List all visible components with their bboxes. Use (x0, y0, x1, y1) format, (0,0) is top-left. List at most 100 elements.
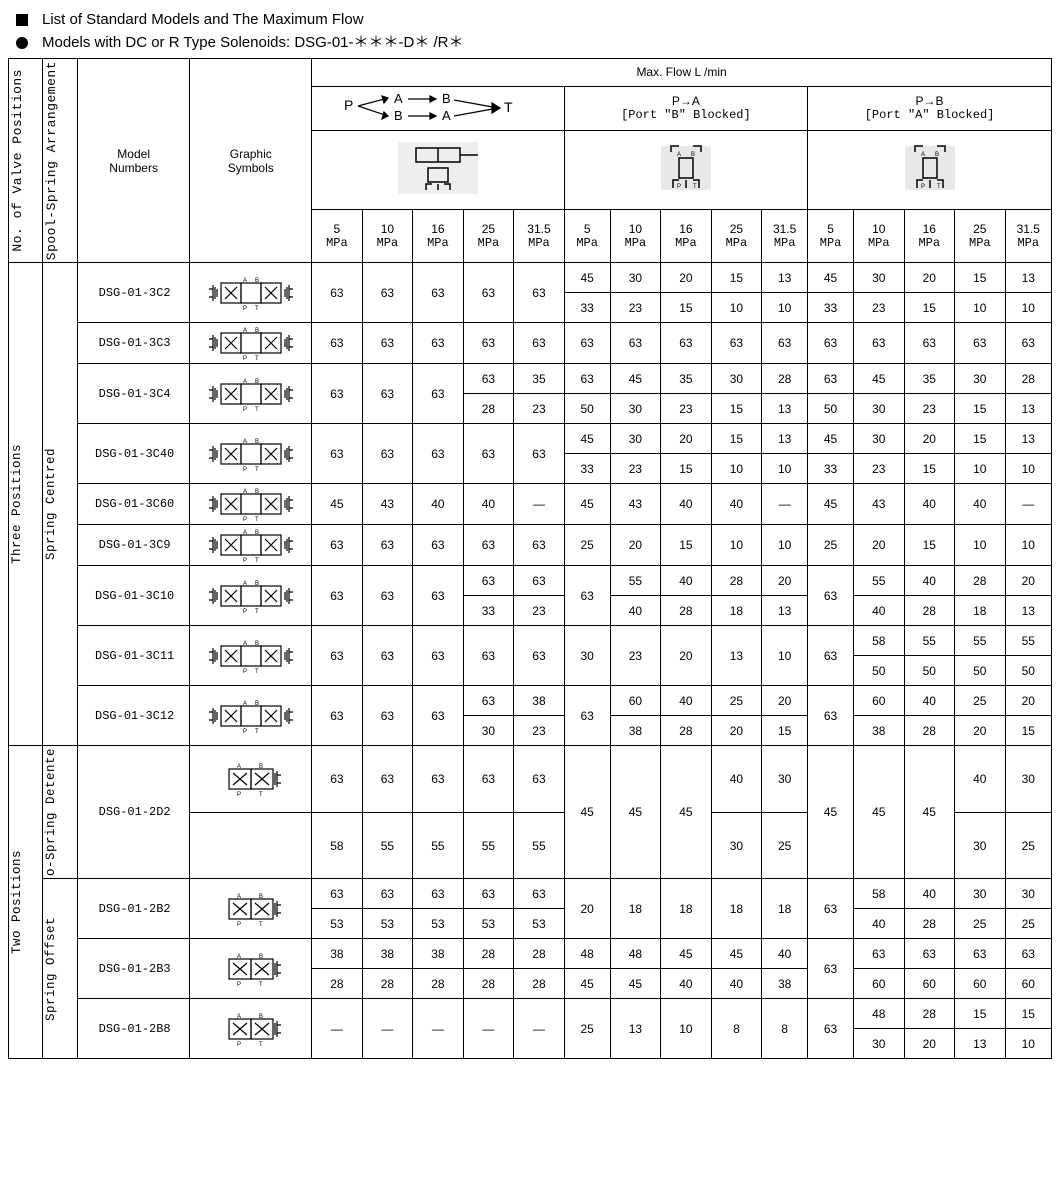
data-cell: 23 (514, 394, 565, 424)
data-cell: 63 (514, 879, 565, 909)
svg-text:T: T (693, 184, 697, 190)
data-cell: 63 (808, 999, 854, 1059)
data-cell: 38 (762, 969, 808, 999)
flow-table: No. of Valve Positions Spool-Spring Arra… (8, 58, 1052, 1059)
data-cell: 20 (564, 879, 610, 939)
svg-text:A: A (243, 530, 247, 536)
data-cell: 45 (854, 746, 905, 879)
data-cell: — (413, 999, 464, 1059)
data-cell: 28 (904, 909, 955, 939)
data-cell: 45 (564, 424, 610, 454)
data-cell: 25 (955, 686, 1006, 716)
data-cell: 63 (362, 746, 413, 813)
model-number: DSG-01-3C60 (77, 484, 190, 525)
data-cell: 63 (312, 525, 363, 566)
data-cell: 63 (413, 525, 464, 566)
hdr-press: 5MPa (808, 209, 854, 262)
data-cell: 13 (762, 263, 808, 293)
data-cell: 28 (661, 596, 712, 626)
data-cell: 63 (661, 323, 712, 364)
data-cell: 28 (463, 939, 514, 969)
data-cell: 23 (854, 293, 905, 323)
data-cell: 48 (854, 999, 905, 1029)
data-cell: 43 (362, 484, 413, 525)
data-cell: 18 (610, 879, 661, 939)
data-cell: 10 (955, 454, 1006, 484)
svg-text:P: P (677, 184, 681, 190)
data-cell: 45 (564, 484, 610, 525)
data-cell: 40 (711, 484, 762, 525)
data-cell: 63 (413, 746, 464, 813)
data-cell: 35 (904, 364, 955, 394)
svg-text:T: T (255, 558, 259, 563)
data-cell: 13 (1005, 394, 1051, 424)
data-cell: 30 (463, 716, 514, 746)
svg-text:A: A (243, 581, 247, 587)
title-l1: List of Standard Models and The Maximum … (16, 11, 1052, 28)
data-cell: 55 (904, 626, 955, 656)
data-cell: 40 (904, 484, 955, 525)
data-cell: 50 (955, 656, 1006, 686)
svg-text:P: P (237, 982, 241, 987)
graphic-symbol: A B P T (190, 525, 312, 566)
title-l2-text: Models with DC or R Type Solenoids: DSG-… (42, 34, 464, 51)
data-cell: 10 (762, 525, 808, 566)
data-cell: 38 (413, 939, 464, 969)
svg-text:T: T (255, 407, 259, 412)
data-cell: 63 (463, 746, 514, 813)
data-cell: 45 (904, 746, 955, 879)
data-cell: 63 (312, 626, 363, 686)
data-cell: 63 (463, 626, 514, 686)
table-row: DSG-01-2B8 AB PT —————251310886348281515 (9, 999, 1052, 1029)
data-cell: 23 (610, 293, 661, 323)
data-cell: 50 (854, 656, 905, 686)
data-cell: 20 (711, 716, 762, 746)
data-cell: 25 (1005, 812, 1051, 879)
data-cell: 60 (854, 686, 905, 716)
data-cell: 13 (1005, 596, 1051, 626)
data-cell: 15 (711, 263, 762, 293)
data-cell: 45 (610, 364, 661, 394)
svg-text:B: B (255, 379, 259, 385)
data-cell: 18 (711, 879, 762, 939)
data-cell: 10 (762, 626, 808, 686)
data-cell: 28 (711, 566, 762, 596)
data-cell: 63 (808, 879, 854, 939)
data-cell: 23 (514, 596, 565, 626)
svg-text:T: T (255, 306, 259, 311)
data-cell: 18 (955, 596, 1006, 626)
hdr-press: 10MPa (362, 209, 413, 262)
data-cell: 63 (362, 879, 413, 909)
data-cell: 60 (854, 969, 905, 999)
data-cell: 60 (904, 969, 955, 999)
data-cell: 55 (463, 812, 514, 879)
data-cell: 30 (711, 812, 762, 879)
data-cell: 15 (661, 293, 712, 323)
data-cell: 20 (762, 566, 808, 596)
data-cell: 15 (904, 454, 955, 484)
hdr-sym2: AB PT (564, 130, 807, 209)
svg-text:P: P (243, 609, 247, 614)
data-cell: 63 (362, 566, 413, 626)
data-cell: 63 (413, 686, 464, 746)
svg-text:B: B (259, 954, 263, 960)
data-cell: 38 (514, 686, 565, 716)
data-cell: 30 (610, 394, 661, 424)
data-cell: 10 (1005, 525, 1051, 566)
svg-text:T: T (255, 729, 259, 734)
svg-text:P: P (243, 558, 247, 563)
hdr-press: 31.5MPa (514, 209, 565, 262)
data-cell: 33 (808, 454, 854, 484)
data-cell: 28 (463, 394, 514, 424)
table-row: Three PositionsSpring CentredDSG-01-3C2 … (9, 263, 1052, 293)
data-cell: 40 (762, 939, 808, 969)
data-cell: 8 (762, 999, 808, 1059)
title-l2: Models with DC or R Type Solenoids: DSG-… (16, 31, 1052, 52)
data-cell: 20 (904, 263, 955, 293)
svg-text:T: T (255, 356, 259, 361)
svg-text:B: B (259, 764, 263, 770)
data-cell: 63 (312, 364, 363, 424)
grp-two: Two Positions (10, 850, 24, 954)
svg-text:T: T (255, 669, 259, 674)
data-cell: 40 (904, 879, 955, 909)
